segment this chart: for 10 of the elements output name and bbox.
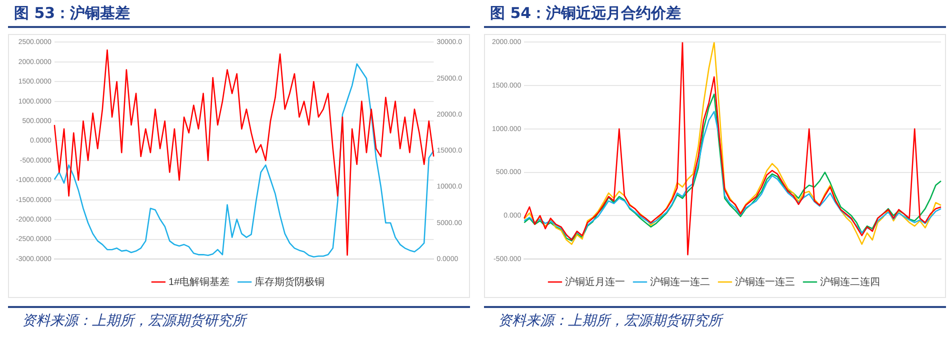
legend-label: 库存期货阴极铜: [254, 276, 325, 288]
legend-label: 沪铜连一连三: [735, 276, 795, 288]
chart-title: 图 53：沪铜基差: [8, 0, 470, 28]
text: 资料来源：上期所，宏源期货研究所: [8, 306, 470, 330]
legend-label: 沪铜近月连一: [565, 276, 625, 288]
legend-label: 沪铜连二连四: [820, 276, 880, 288]
legend-label: 1#电解铜基差: [168, 276, 230, 288]
legend-label: 沪铜连一连二: [650, 276, 710, 288]
chart-title: 图 54：沪铜近远月合约价差: [484, 0, 946, 28]
text: 资料来源：上期所，宏源期货研究所: [484, 306, 946, 330]
